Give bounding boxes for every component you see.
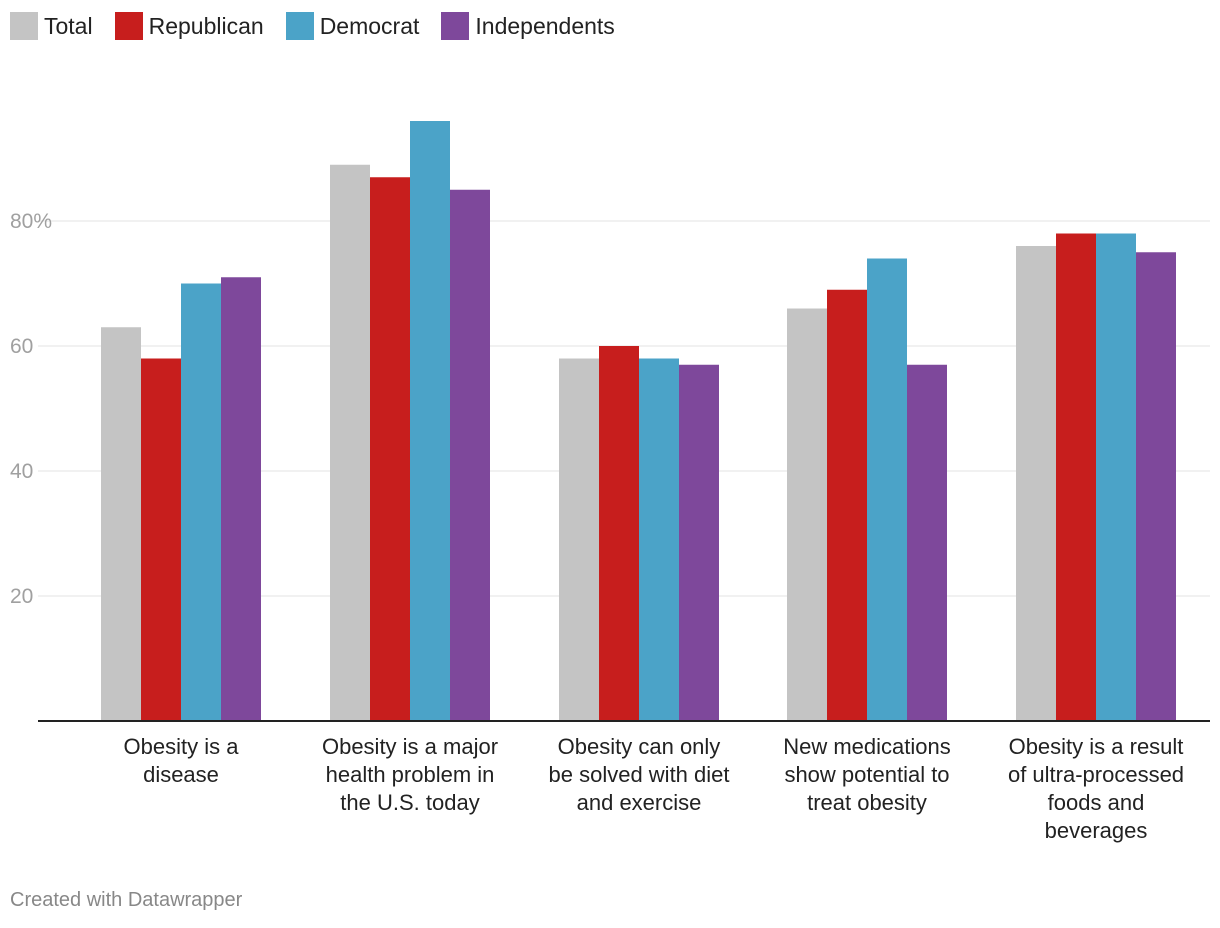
y-tick-label-40: 40 [10, 460, 33, 483]
legend-swatch-democrat [285, 12, 314, 40]
legend-label-independents: Independents [475, 13, 615, 39]
x-category-label-3: Obesity can only be solved with diet and e… [549, 734, 730, 815]
y-tick-label-80: 80% [10, 210, 52, 233]
bar-independents-3 [679, 364, 719, 721]
bar-republican-4 [827, 289, 867, 721]
bar-independents-1 [221, 277, 261, 721]
y-tick-label-20: 20 [10, 585, 33, 608]
bar-independents-4 [907, 364, 947, 721]
bar-republican-5 [1056, 233, 1096, 721]
legend-label-democrat: Democrat [319, 13, 420, 39]
bar-republican-1 [141, 358, 181, 721]
bar-democrat-3 [639, 358, 679, 721]
legend-item-total: Total [10, 12, 93, 40]
legend-item-republican: Republican [114, 12, 264, 40]
bar-total-4 [787, 308, 827, 721]
bar-total-5 [1016, 246, 1056, 721]
bar-total-3 [559, 358, 599, 721]
bar-democrat-1 [181, 283, 221, 721]
footer-credit: Created with Datawrapper [10, 889, 243, 911]
x-category-label-5: Obesity is a result of ultra-processed foo… [1008, 734, 1184, 843]
bar-total-1 [101, 327, 141, 721]
bar-independents-2 [450, 189, 490, 721]
legend-label-total: Total [44, 13, 93, 39]
legend-label-republican: Republican [148, 13, 264, 39]
bar-republican-2 [370, 177, 410, 721]
bar-democrat-4 [867, 258, 907, 721]
x-category-label-1: Obesity is a disease [124, 734, 240, 787]
bar-democrat-5 [1096, 233, 1136, 721]
legend-swatch-total [10, 12, 38, 40]
legend-item-independents: Independents [441, 12, 615, 40]
bar-democrat-2 [410, 121, 450, 721]
legend-swatch-republican [114, 12, 143, 40]
bar-total-2 [330, 164, 370, 721]
x-category-label-4: New medications show potential to treat ob… [783, 734, 951, 815]
chart-legend: Total Republican Democrat Independents [10, 10, 637, 42]
legend-swatch-independents [441, 12, 470, 40]
bar-independents-5 [1136, 252, 1176, 721]
x-category-label-2: Obesity is a major health problem in the U… [322, 734, 498, 815]
bar-republican-3 [599, 346, 639, 721]
y-tick-label-60: 60 [10, 335, 33, 358]
legend-item-democrat: Democrat [285, 12, 420, 40]
